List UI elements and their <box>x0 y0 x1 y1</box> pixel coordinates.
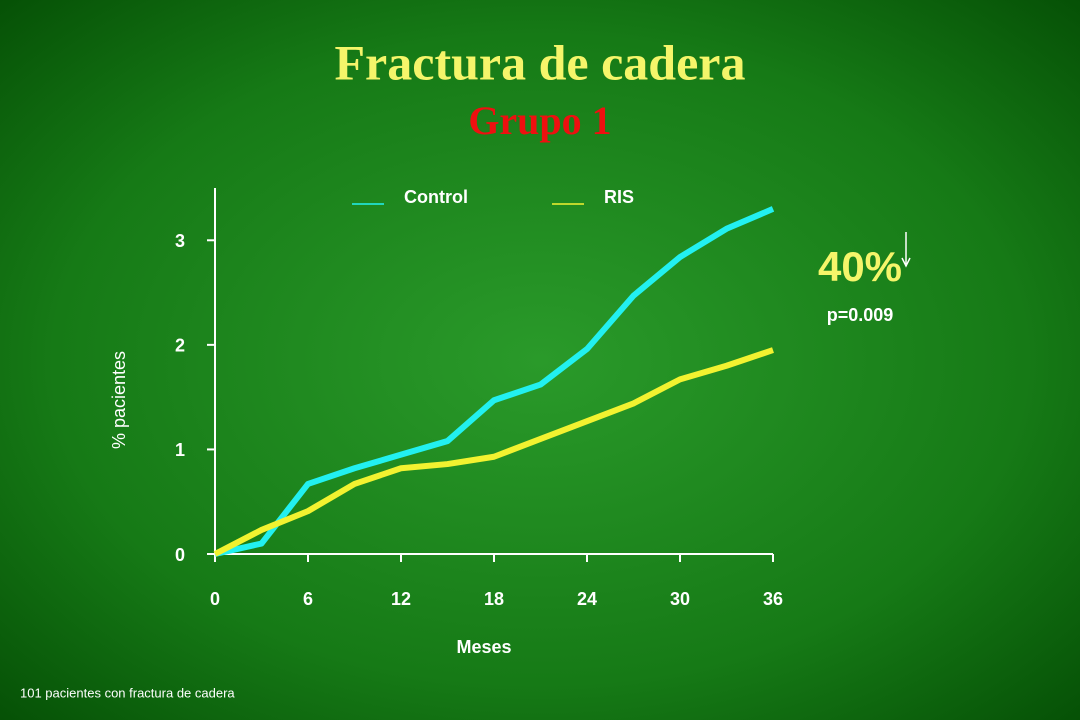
x-tick-label: 36 <box>763 589 783 609</box>
footnote: 101 pacientes con fractura de cadera <box>20 685 235 700</box>
y-tick-label: 0 <box>175 545 185 565</box>
line-series <box>214 206 775 557</box>
arrow-head <box>901 257 911 268</box>
x-axis-label: Meses <box>456 637 511 657</box>
x-tick-label: 18 <box>484 589 504 609</box>
x-tick-label: 6 <box>303 589 313 609</box>
x-tick-label: 30 <box>670 589 690 609</box>
legend-label: Control <box>404 187 468 207</box>
y-tick-label: 2 <box>175 336 185 356</box>
chart-subtitle: Grupo 1 <box>468 98 611 143</box>
x-tick-label: 0 <box>210 589 220 609</box>
x-tick-label: 24 <box>577 589 597 609</box>
chart-title: Fractura de cadera <box>335 34 746 90</box>
x-tick-label: 12 <box>391 589 411 609</box>
y-axis-label: % pacientes <box>109 351 129 449</box>
legend-label: RIS <box>604 187 634 207</box>
line-series <box>213 347 774 557</box>
annotation: 40% <box>818 243 902 290</box>
y-tick-label: 1 <box>175 440 185 460</box>
y-tick-label: 3 <box>175 231 185 251</box>
annotation: p=0.009 <box>827 305 894 325</box>
